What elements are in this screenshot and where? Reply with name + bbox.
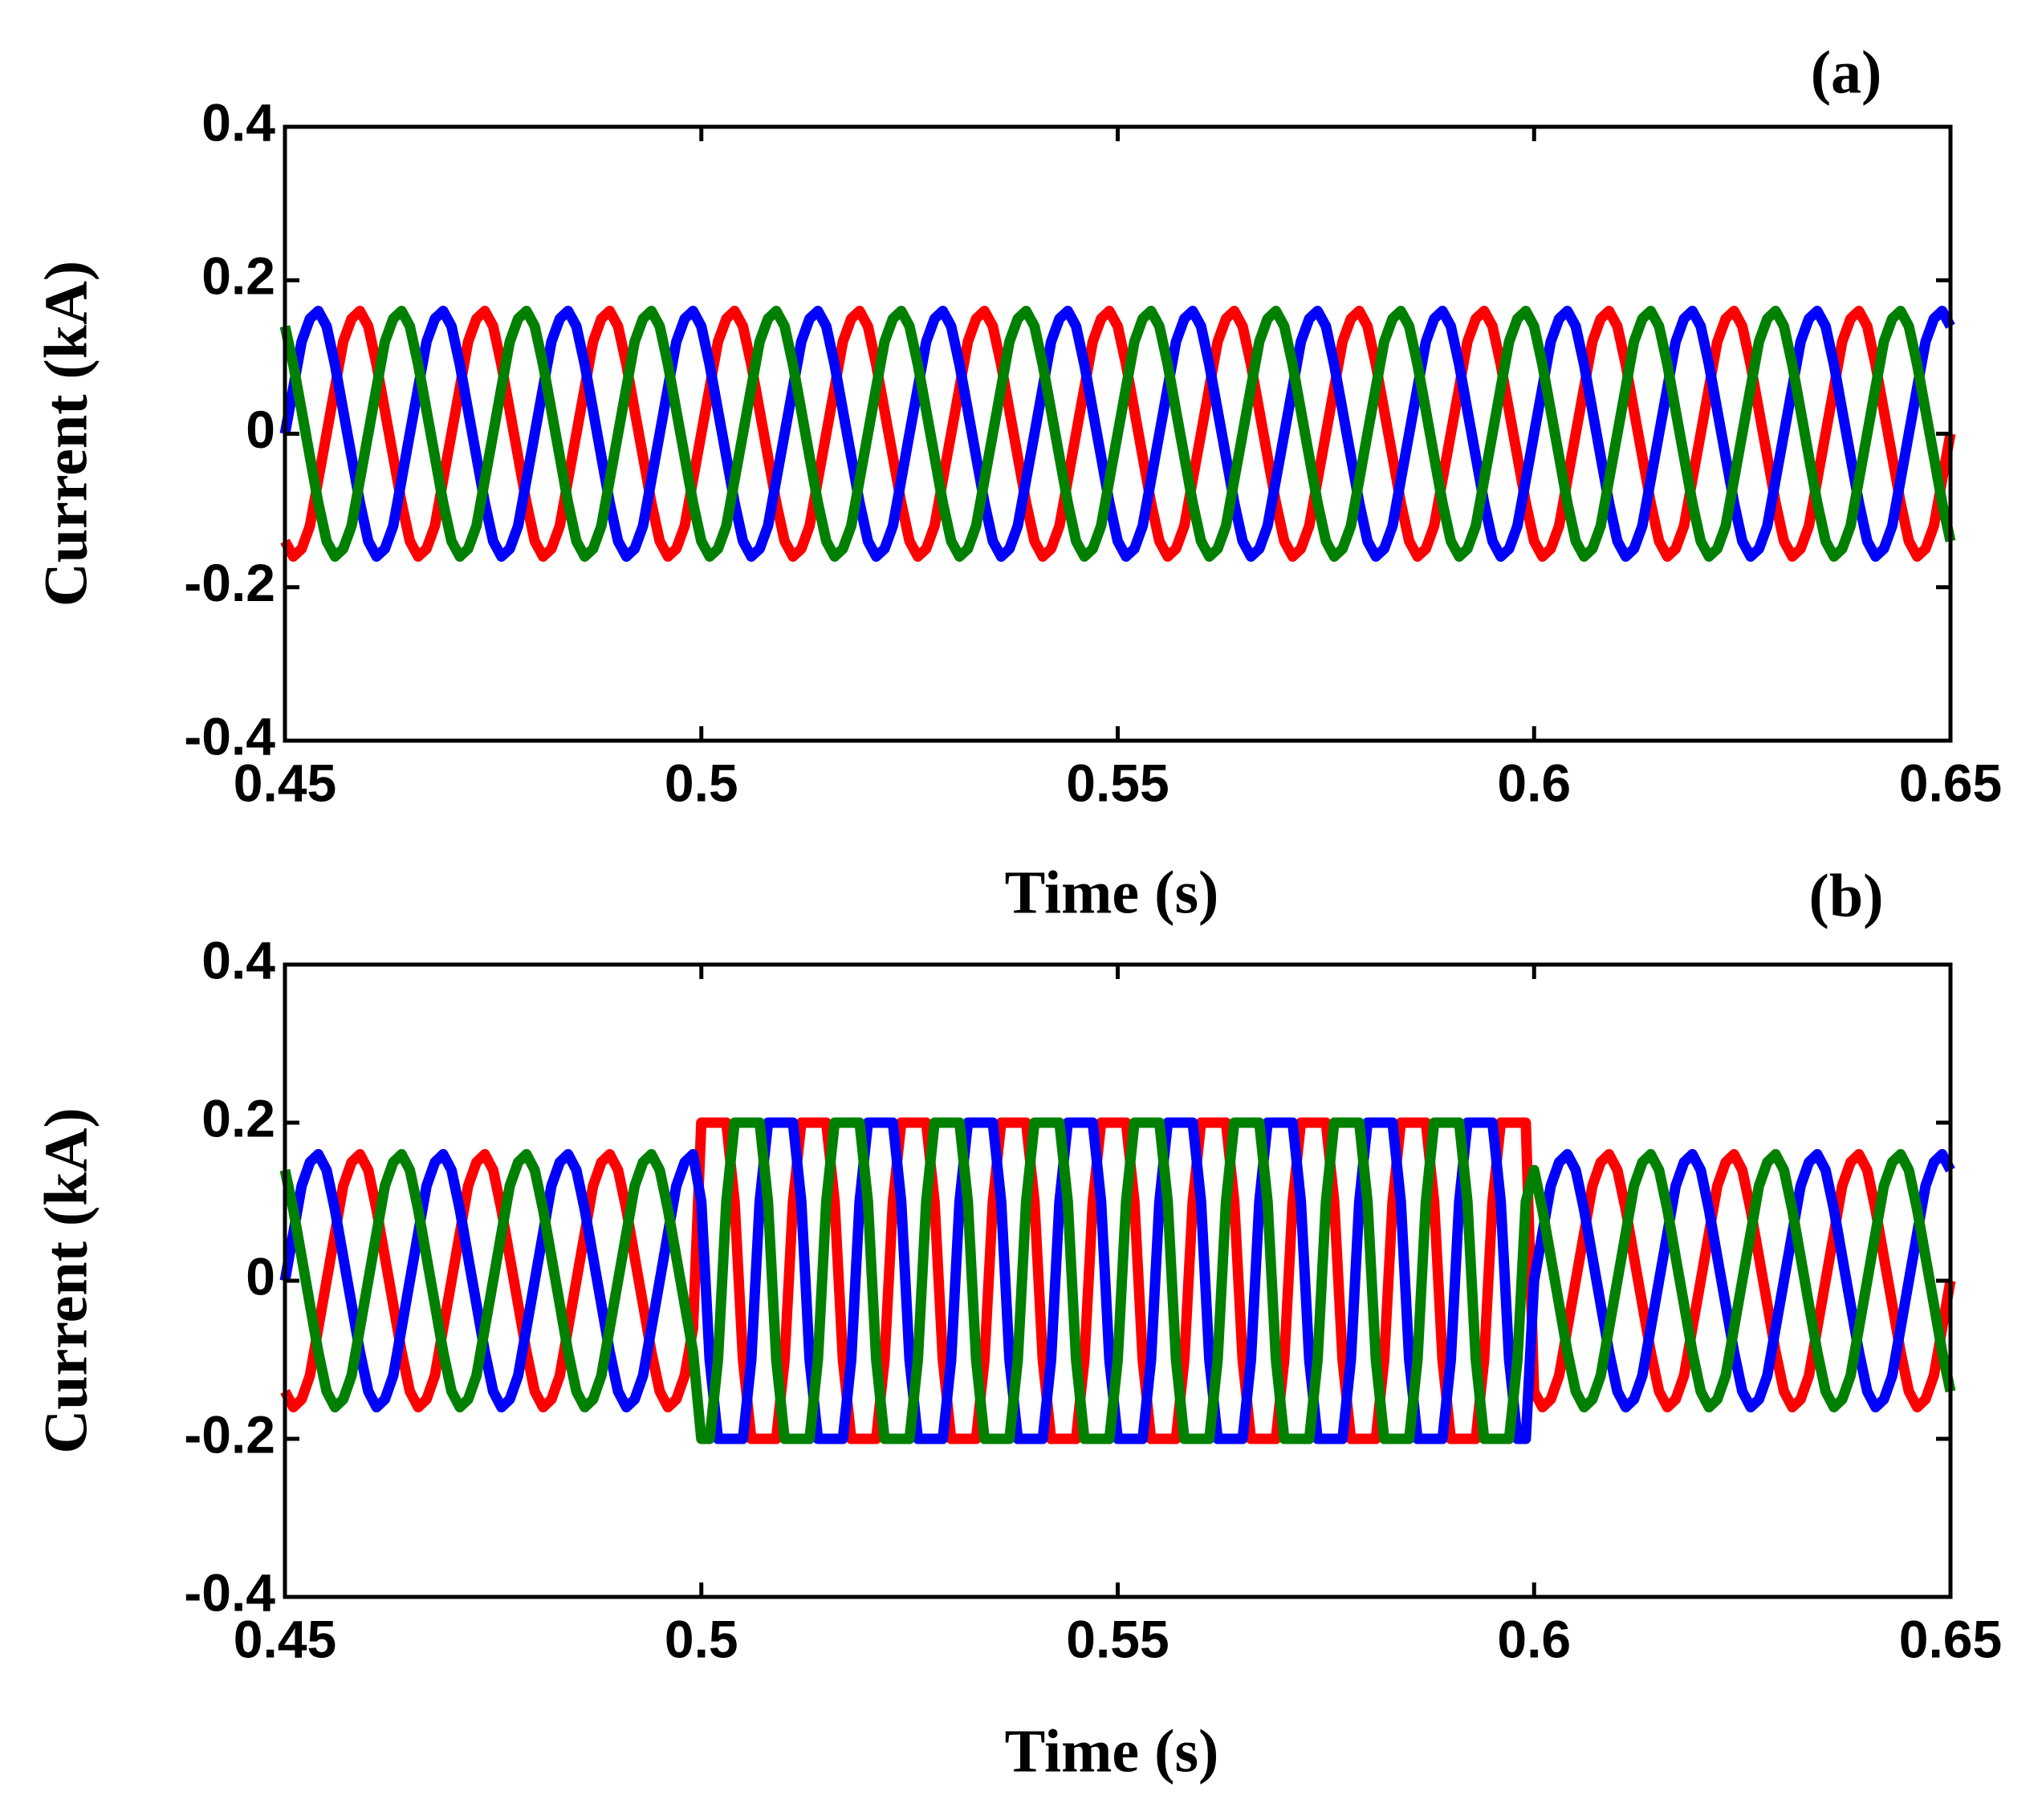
phase-current-line [279, 306, 1955, 562]
x-axis-label: Time (s) [1005, 859, 1219, 926]
phase-current-line [280, 1117, 1956, 1444]
y-tick-label: -0.4 [184, 706, 275, 766]
phase-current-line [280, 306, 1956, 562]
x-tick-label: 0.6 [1497, 1609, 1571, 1668]
y-tick-label: 0 [246, 1246, 275, 1306]
y-axis-label: Current (kA) [32, 1107, 100, 1453]
x-tick-label: 0.5 [665, 1609, 738, 1668]
x-tick-label: 0.45 [234, 1609, 336, 1668]
x-tick-label: 0.65 [1899, 753, 2002, 812]
phase-current-line [279, 1117, 1955, 1444]
x-tick-label: 0.45 [234, 753, 336, 812]
y-tick-label: 0.2 [201, 246, 275, 306]
panel-label: (a) [1811, 39, 1882, 106]
y-tick-label: 0.4 [201, 92, 275, 152]
y-tick-label: -0.2 [184, 553, 275, 612]
y-tick-label: 0 [246, 400, 275, 459]
x-tick-label: 0.65 [1899, 1609, 2002, 1668]
panel-label: (b) [1809, 862, 1884, 929]
phase-current-line [279, 306, 1956, 562]
y-tick-label: -0.2 [184, 1404, 275, 1464]
panel: 0.45 0.5 0.55 0.6 0.65 -0.4 -0.2 0 0.2 0.4 (a) Time… [32, 39, 2002, 926]
y-tick-label: 0.4 [201, 930, 275, 989]
y-axis-label: Current (kA) [32, 261, 100, 607]
x-tick-label: 0.5 [665, 753, 738, 812]
panel: 0.45 0.5 0.55 0.6 0.65 -0.4 -0.2 0 0.2 0.4 (b) Time… [32, 862, 2002, 1785]
x-axis-label: Time (s) [1005, 1717, 1219, 1785]
x-tick-label: 0.55 [1066, 1609, 1169, 1668]
y-tick-label: 0.2 [201, 1088, 275, 1148]
x-tick-label: 0.6 [1497, 753, 1571, 812]
x-tick-label: 0.55 [1066, 753, 1169, 812]
y-tick-label: -0.4 [184, 1562, 275, 1622]
phase-current-line [279, 1117, 1956, 1444]
